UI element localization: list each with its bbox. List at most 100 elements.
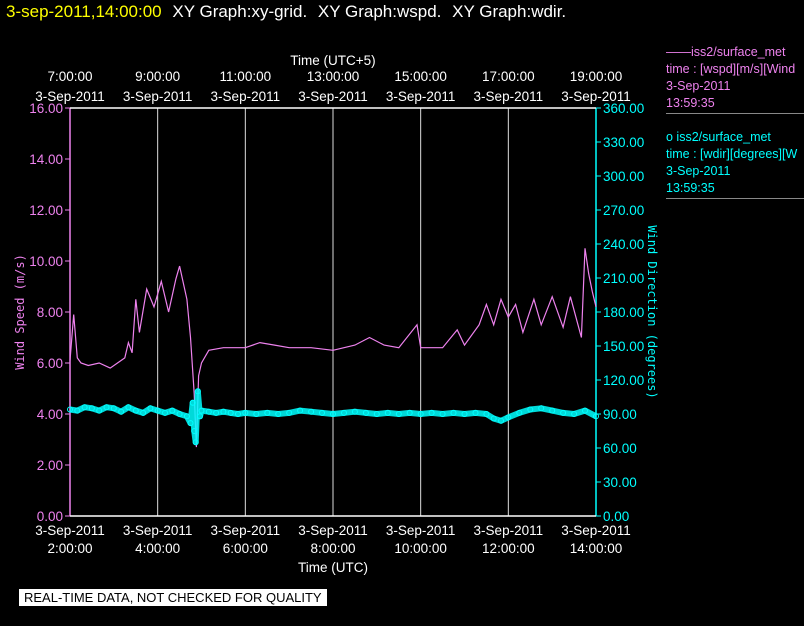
series-point-wdir bbox=[183, 413, 190, 420]
series-point-wdir bbox=[341, 409, 347, 416]
top-tick-label-time: 15:00:00 bbox=[394, 69, 447, 84]
top-tick-label-date: 3-Sep-2011 bbox=[298, 89, 368, 104]
series-point-wdir bbox=[96, 407, 103, 414]
series-point-wdir bbox=[154, 407, 161, 414]
series-point-wdir bbox=[330, 411, 336, 417]
x-tick-label-date: 3-Sep-2011 bbox=[211, 523, 281, 538]
series-point-wdir bbox=[582, 407, 588, 414]
legend-line3: 3-Sep-2011 bbox=[666, 164, 731, 178]
series-line-wspd bbox=[69, 248, 597, 448]
header-timestamp: 3-sep-2011,14:00:00 bbox=[6, 2, 162, 21]
y-tick-label-right: 300.00 bbox=[603, 169, 644, 184]
series-point-wdir bbox=[351, 408, 358, 415]
y-tick-label-left: 8.00 bbox=[37, 305, 63, 320]
y-tick-label-right: 60.00 bbox=[603, 441, 637, 456]
x-tick-label-date: 3-Sep-2011 bbox=[298, 523, 368, 538]
series-point-wdir bbox=[308, 408, 315, 415]
series-point-wdir bbox=[384, 409, 391, 416]
y-tick-label-right: 240.00 bbox=[603, 237, 644, 252]
y-tick-label-right: 120.00 bbox=[603, 373, 644, 388]
legend-line4: 13:59:35 bbox=[666, 96, 715, 110]
series-point-wdir bbox=[286, 409, 293, 416]
x-tick-label-time: 8:00:00 bbox=[310, 541, 355, 556]
series-point-wdir bbox=[235, 411, 241, 417]
y-tick-label-left: 10.00 bbox=[29, 254, 63, 269]
series-point-wdir bbox=[110, 405, 117, 412]
series-point-wdir bbox=[220, 408, 227, 415]
series-point-wdir bbox=[197, 413, 203, 420]
data-series bbox=[67, 248, 599, 448]
series-point-wdir bbox=[132, 407, 139, 414]
series-point-wdir bbox=[162, 409, 168, 416]
y-tick-label-right: 90.00 bbox=[603, 407, 637, 422]
y-tick-label-right: 180.00 bbox=[603, 305, 644, 320]
y-tick-label-right: 210.00 bbox=[603, 271, 644, 286]
x-tick-label-time: 2:00:00 bbox=[47, 541, 92, 556]
header-graph-wspd: XY Graph:wspd. bbox=[317, 2, 442, 21]
legend-line2: time : [wspd][m/s][Wind bbox=[666, 62, 796, 76]
series-point-wdir bbox=[118, 408, 125, 415]
x-tick-label-time: 4:00:00 bbox=[135, 541, 180, 556]
axis-ticks: 3-Sep-2011 2:00:00 3-Sep-2011 4:00:00 3-Sep-… bbox=[29, 69, 644, 556]
series-point-wdir bbox=[253, 411, 260, 417]
y-tick-label-left: 0.00 bbox=[37, 509, 63, 524]
series-point-wdir bbox=[319, 409, 325, 416]
series-point-wdir bbox=[74, 407, 81, 414]
series-point-wdir bbox=[67, 406, 73, 413]
top-tick-label-time: 9:00:00 bbox=[135, 69, 180, 84]
series-point-wdir bbox=[406, 409, 413, 416]
series-point-wdir bbox=[560, 409, 567, 416]
legend-line1: o iss2/surface_met bbox=[666, 130, 771, 144]
y-tick-label-right: 330.00 bbox=[603, 135, 644, 150]
top-tick-label-date: 3-Sep-2011 bbox=[386, 89, 456, 104]
series-point-wdir bbox=[88, 405, 95, 412]
series-point-wdir bbox=[417, 411, 424, 417]
y-tick-label-left: 6.00 bbox=[37, 356, 63, 371]
series-point-wdir bbox=[125, 404, 132, 411]
x-tick-label-time: 14:00:00 bbox=[570, 541, 623, 556]
series-point-wdir bbox=[593, 413, 599, 420]
quality-disclaimer: REAL-TIME DATA, NOT CHECKED FOR QUALITY bbox=[19, 589, 327, 606]
legend-line1: ——iss2/surface_met bbox=[666, 45, 786, 59]
series-point-wdir bbox=[505, 414, 512, 421]
series-point-wdir bbox=[242, 409, 249, 416]
legend-line3: 3-Sep-2011 bbox=[666, 79, 731, 93]
vertical-grid bbox=[157, 108, 509, 516]
series-point-wdir bbox=[527, 406, 534, 413]
series-point-wdir bbox=[213, 409, 220, 416]
series-point-wdir bbox=[198, 407, 205, 414]
top-tick-label-date: 3-Sep-2011 bbox=[561, 89, 631, 104]
y-tick-label-left: 14.00 bbox=[29, 152, 63, 167]
series-point-wdir bbox=[439, 411, 446, 417]
series-point-wdir bbox=[81, 404, 88, 411]
y-tick-label-left: 2.00 bbox=[37, 458, 63, 473]
series-point-wdir bbox=[205, 408, 212, 415]
y-tick-label-left: 12.00 bbox=[29, 203, 63, 218]
series-point-wdir bbox=[472, 409, 479, 416]
header-graph-wdir: XY Graph:wdir. bbox=[452, 2, 567, 21]
series-point-wdir bbox=[373, 411, 380, 417]
top-tick-label-date: 3-Sep-2011 bbox=[35, 89, 105, 104]
y-tick-label-right: 150.00 bbox=[603, 339, 644, 354]
legend-line2: time : [wdir][degrees][W bbox=[666, 147, 798, 161]
series-point-wdir bbox=[362, 409, 369, 416]
header-graph-xy-grid: XY Graph:xy-grid. bbox=[172, 2, 308, 21]
series-point-wdir bbox=[187, 420, 194, 427]
series-point-wdir bbox=[483, 411, 490, 417]
y-tick-label-left: 16.00 bbox=[29, 101, 63, 116]
series-point-wdir bbox=[498, 417, 504, 424]
y-tick-label-right: 270.00 bbox=[603, 203, 644, 218]
series-point-wdir bbox=[516, 409, 523, 416]
series-point-wdir bbox=[450, 409, 457, 416]
series-point-wdir bbox=[461, 411, 468, 417]
top-tick-label-time: 19:00:00 bbox=[570, 69, 623, 84]
series-point-wdir bbox=[227, 409, 234, 416]
series-point-wdir bbox=[169, 407, 176, 414]
series-point-wdir bbox=[147, 405, 154, 412]
x-tick-label-date: 3-Sep-2011 bbox=[35, 523, 105, 538]
x-tick-label-date: 3-Sep-2011 bbox=[561, 523, 631, 538]
series-point-wdir bbox=[571, 411, 578, 417]
